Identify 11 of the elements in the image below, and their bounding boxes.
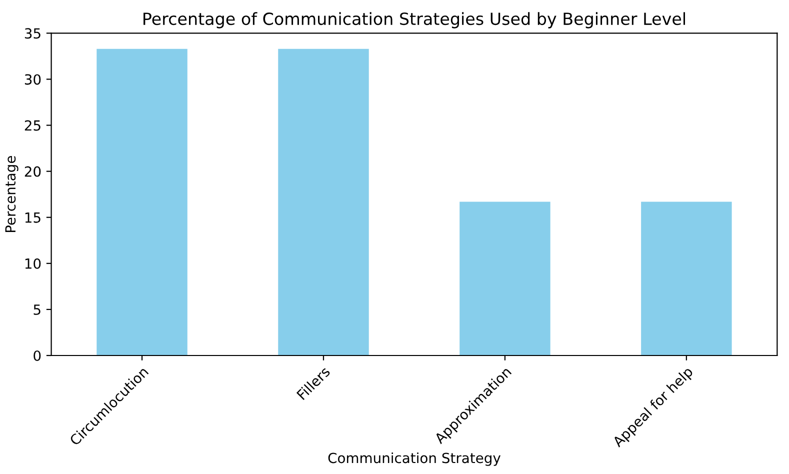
y-tick-label: 15: [25, 212, 40, 223]
y-axis-title: Percentage: [5, 156, 18, 232]
y-tick-label: 25: [24, 120, 40, 131]
chart-title: Percentage of Communication Strategies Used by Beginner Level: [144, 12, 685, 28]
y-tick-label: 30: [24, 74, 41, 85]
y-tick-label: 10: [25, 258, 41, 269]
y-tick-label: 5: [34, 304, 40, 315]
y-tick-label: 35: [24, 28, 40, 39]
x-axis-title: Communication Strategy: [328, 452, 501, 466]
y-tick-label: 20: [24, 166, 41, 177]
y-tick-label: 0: [34, 350, 41, 361]
